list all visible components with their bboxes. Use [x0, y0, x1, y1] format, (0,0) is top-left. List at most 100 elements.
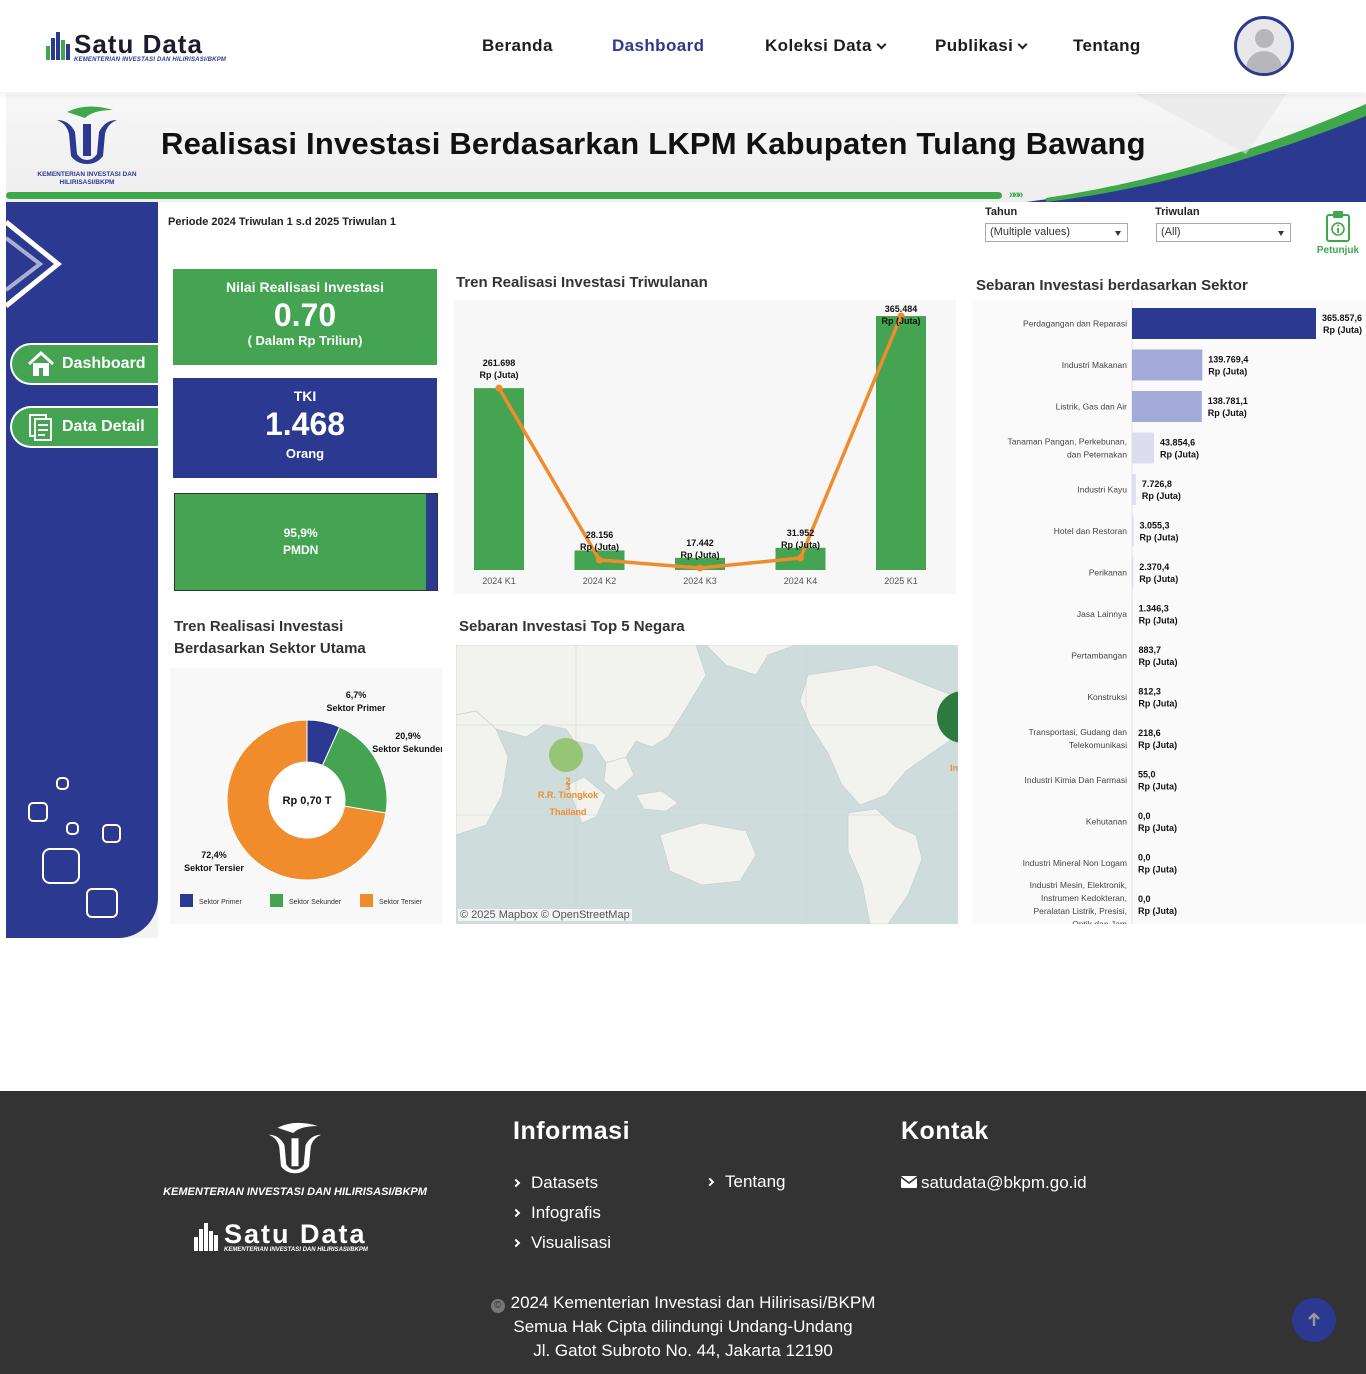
bkpm-emblem-icon — [268, 1122, 322, 1174]
hbar-value-label: 138.781,1 — [1208, 396, 1248, 406]
hbar-unit-label: Rp (Juta) — [1323, 325, 1362, 335]
copyright-icon: © — [490, 1299, 505, 1313]
nav-tentang[interactable]: Tentang — [1073, 36, 1141, 55]
hbar-value-label: 0,0 — [1138, 811, 1151, 821]
sidebar-dashboard-label: Dashboard — [62, 355, 146, 372]
trend-x-tick: 2024 K1 — [482, 576, 516, 586]
tahun-filter-label: Tahun — [985, 206, 1018, 218]
hbar-value-label: 55,0 — [1138, 770, 1156, 780]
hbar-category-line: Instrumen Kedokteran, — [1041, 893, 1127, 903]
brand-name: Satu Data — [74, 29, 203, 59]
nilai-investasi-title: Nilai Realisasi Investasi — [226, 279, 384, 295]
tki-card: TKI 1.468 Orang — [173, 378, 437, 478]
pmdn-percent: 95,9% — [283, 526, 318, 540]
hbar-unit-label: Rp (Juta) — [1138, 823, 1177, 833]
chevron-down-icon — [1017, 39, 1028, 50]
legend-swatch — [180, 894, 193, 907]
hbar-unit-label: Rp (Juta) — [1208, 367, 1247, 377]
footer-bkpm-logo: KEMENTERIAN INVESTASI DAN HILIRISASI/BKP… — [150, 1119, 440, 1198]
nav-publikasi[interactable]: Publikasi — [935, 36, 1028, 56]
sector-donut-chart: 6,7% Sektor Primer 20,9% Sektor Sekunder 72,… — [180, 690, 444, 907]
dashboard-banner: KEMENTERIAN INVESTASI DAN HILIRISASI/BKP… — [6, 94, 1366, 202]
hbar-category-line: Industri Makanan — [1062, 360, 1127, 370]
footer-link-label: Infografis — [531, 1203, 601, 1222]
donut-slice — [226, 719, 387, 881]
map-title: Sebaran Investasi Top 5 Negara — [459, 618, 685, 635]
hbar-category-line: Perikanan — [1089, 568, 1128, 578]
investment-map[interactable]: 2 R.R. Tiongkok 3 Thailand In © 2025 Map… — [456, 645, 958, 924]
footer-info-title: Informasi — [513, 1117, 631, 1145]
legend-label: Sektor Primer — [199, 899, 242, 906]
tki-unit: Orang — [285, 446, 325, 461]
back-to-top-button[interactable] — [1292, 1298, 1336, 1342]
sidebar-dashboard-button[interactable]: Dashboard — [10, 343, 160, 385]
nav-beranda[interactable]: Beranda — [482, 36, 553, 55]
tahun-select[interactable]: (Multiple values) — [985, 223, 1128, 242]
footer-link-label: Tentang — [725, 1172, 786, 1191]
hbar-category-label: Kehutanan — [1086, 817, 1127, 827]
footer-link-datasets[interactable]: Datasets — [511, 1173, 598, 1193]
chevron-down-icon — [876, 39, 887, 50]
sidebar-data-detail-button[interactable]: Data Detail — [10, 406, 160, 448]
banner-swoosh-graphic — [1026, 94, 1366, 202]
pmdn-bar: 95,9% PMDN — [174, 493, 438, 591]
trend-line — [497, 315, 903, 570]
periode-label: Periode 2024 Triwulan 1 s.d 2025 Triwula… — [168, 216, 397, 228]
trend-unit-label: Rp (Juta) — [681, 550, 720, 560]
donut-name-label: Sektor Sekunder — [372, 744, 442, 754]
chevron-right-icon — [511, 1208, 521, 1218]
sector-chart-title: Tren Realisasi Investasi Berdasarkan Sek… — [174, 618, 366, 657]
trend-data-label: 31.952 — [787, 528, 815, 538]
hbar-value-label: 218,6 — [1138, 728, 1161, 738]
donut-pct-label: 20,9% — [395, 731, 421, 741]
hbar-value-label: 0,0 — [1138, 853, 1151, 863]
nav-koleksi-data[interactable]: Koleksi Data — [765, 36, 887, 56]
hbar-category-label: Pertambangan — [1071, 651, 1127, 661]
map-bubble[interactable] — [549, 738, 583, 772]
footer-contact-title: Kontak — [901, 1117, 989, 1145]
donut-slice — [321, 726, 388, 814]
hbar-unit-label: Rp (Juta) — [1138, 865, 1177, 875]
footer-satu-data-logo: Satu Data KEMENTERIAN INVESTASI DAN HILI… — [194, 1221, 368, 1253]
hbar-category-line: Telekomunikasi — [1069, 740, 1127, 750]
petunjuk-button[interactable]: Petunjuk — [1314, 210, 1362, 256]
donut-pct-label: 6,7% — [346, 690, 367, 700]
hbar-category-line: Perdagangan dan Reparasi — [1023, 319, 1127, 329]
hbar-unit-label: Rp (Juta) — [1139, 574, 1178, 584]
trend-x-tick: 2024 K2 — [583, 576, 617, 586]
hbar-unit-label: Rp (Juta) — [1140, 533, 1179, 543]
satu-data-logo[interactable]: Satu Data KEMENTERIAN INVESTASI DAN HILI… — [46, 30, 226, 64]
triwulan-filter-label: Triwulan — [1155, 206, 1200, 218]
footer-link-visualisasi[interactable]: Visualisasi — [511, 1233, 612, 1253]
footer-link-tentang[interactable]: Tentang — [705, 1172, 786, 1192]
tahun-select-value: (Multiple values) — [990, 226, 1071, 238]
nav-dashboard[interactable]: Dashboard — [612, 36, 705, 55]
hbar-value-label: 2.370,4 — [1139, 562, 1169, 572]
hbar-bar — [1132, 308, 1316, 339]
map-bubble[interactable] — [937, 691, 958, 743]
hbar-category-label: Jasa Lainnya — [1077, 609, 1127, 619]
footer-rights: Semua Hak Cipta dilindungi Undang-Undang — [513, 1317, 853, 1336]
site-footer: KEMENTERIAN INVESTASI DAN HILIRISASI/BKP… — [0, 1091, 1366, 1374]
triwulan-select[interactable]: (All) — [1156, 223, 1291, 242]
hbar-category-line: Hotel dan Restoran — [1054, 526, 1128, 536]
user-avatar[interactable] — [1234, 16, 1294, 76]
trend-unit-label: Rp (Juta) — [882, 316, 921, 326]
hbar-value-label: 139.769,4 — [1208, 355, 1248, 365]
legend-label: Sektor Sekunder — [289, 899, 342, 906]
footer-email-link[interactable]: satudata@bkpm.go.id — [900, 1173, 1087, 1193]
map-attribution[interactable]: © 2025 Mapbox © OpenStreetMap — [458, 909, 632, 921]
nav-koleksi-label: Koleksi Data — [765, 36, 872, 55]
hbar-category-line: Industri Kayu — [1077, 485, 1127, 495]
bar-logo-icon — [194, 1223, 218, 1251]
hbar-category-line: Transportasi, Gudang dan — [1029, 727, 1128, 737]
hbar-value-label: 43.854,6 — [1160, 438, 1195, 448]
hbar-category-label: Perdagangan dan Reparasi — [1023, 319, 1127, 329]
bkpm-logo: KEMENTERIAN INVESTASI DAN HILIRISASI/BKP… — [32, 104, 142, 187]
sector-bar-chart: Perdagangan dan Reparasi 365.857,6 Rp (Jut… — [1007, 300, 1362, 929]
footer-link-infografis[interactable]: Infografis — [511, 1203, 601, 1223]
hbar-category-label: Industri Kayu — [1077, 485, 1127, 495]
footer-link-label: Visualisasi — [531, 1233, 612, 1252]
hbar-category-label: Perikanan — [1089, 568, 1128, 578]
hbar-category-line: Industri Mineral Non Logam — [1023, 858, 1127, 868]
